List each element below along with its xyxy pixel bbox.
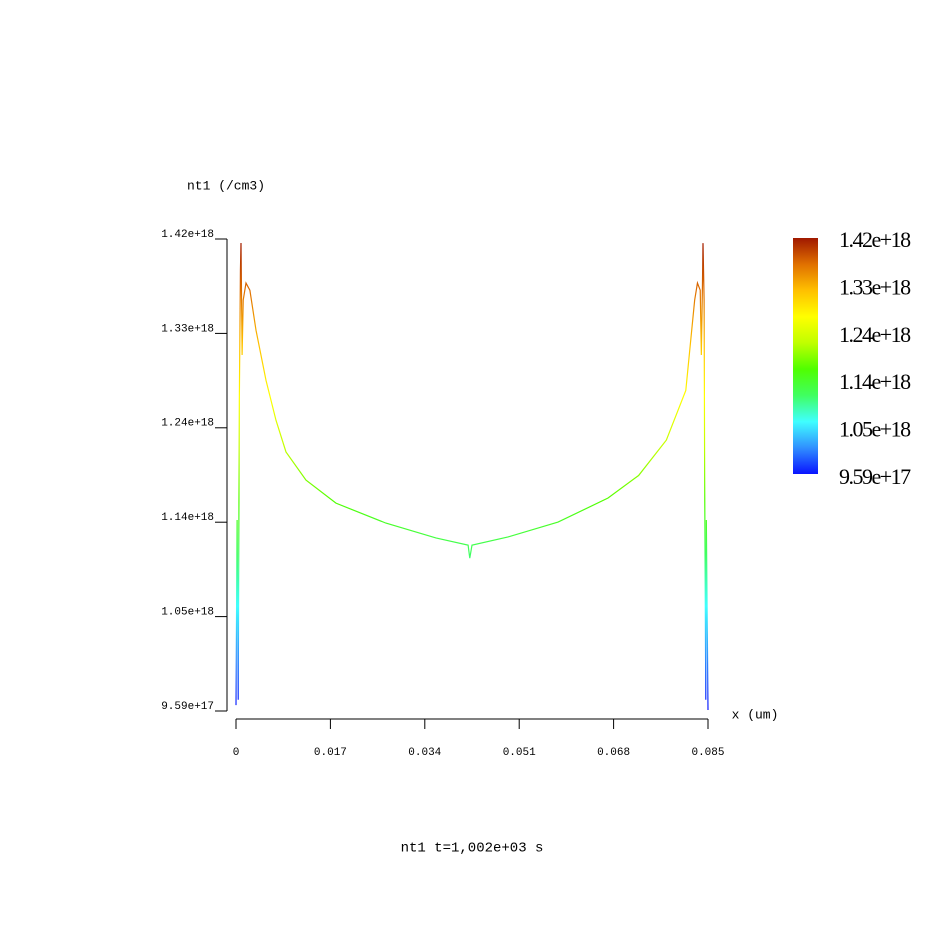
y-tick-label: 1.05e+18	[161, 607, 214, 619]
colorbar-label: 1.42e+18	[839, 227, 911, 252]
x-axis-label: x (um)	[732, 707, 779, 722]
x-tick-label: 0.068	[597, 747, 630, 759]
colorbar-label: 9.59e+17	[839, 464, 911, 489]
chart-title: nt1 t=1,002e+03 s	[401, 841, 544, 857]
y-tick-label: 1.42e+18	[161, 229, 214, 241]
x-tick-label: 0.051	[503, 747, 536, 759]
y-tick-label: 9.59e+17	[161, 701, 214, 713]
y-axis-label: nt1 (/cm3)	[187, 178, 265, 193]
colorbar	[793, 238, 818, 474]
x-tick-label: 0.017	[314, 747, 347, 759]
x-tick-label: 0	[233, 747, 240, 759]
y-tick-label: 1.24e+18	[161, 418, 214, 430]
colorbar-label: 1.33e+18	[839, 274, 911, 299]
y-tick-label: 1.33e+18	[161, 323, 214, 335]
colorbar-label: 1.14e+18	[839, 369, 911, 394]
colorbar-label: 1.05e+18	[839, 417, 911, 442]
data-line	[235, 242, 709, 710]
colorbar-label: 1.24e+18	[839, 322, 911, 347]
x-tick-label: 0.085	[691, 747, 724, 759]
x-tick-label: 0.034	[408, 747, 441, 759]
y-tick-label: 1.14e+18	[161, 512, 214, 524]
